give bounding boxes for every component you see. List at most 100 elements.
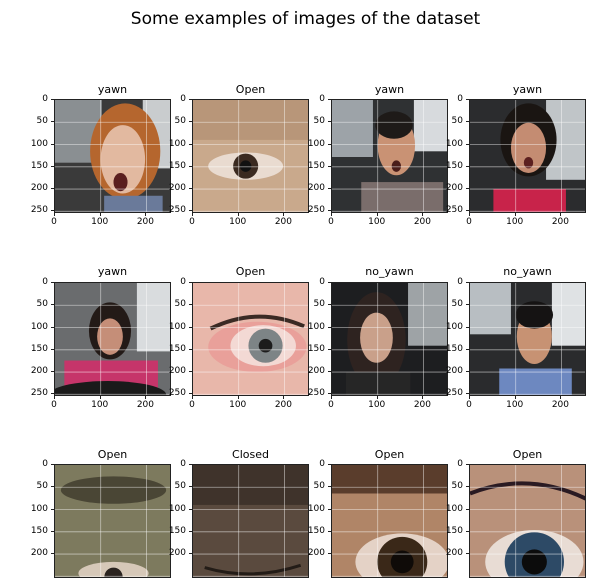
y-tick-label: 0 — [319, 459, 325, 469]
y-tick-label: 50 — [36, 116, 48, 127]
x-tick-mark — [192, 213, 193, 216]
y-tick-label: 200 — [307, 366, 325, 377]
x-tick-label: 0 — [466, 400, 472, 410]
y-tick-mark — [328, 326, 331, 328]
y-tick-label: 100 — [30, 503, 48, 514]
y-tick-mark — [328, 165, 331, 167]
y-tick-mark — [466, 464, 469, 465]
y-tick-label: 50 — [313, 481, 325, 492]
x-tick-mark — [376, 213, 378, 216]
x-tick-mark — [514, 396, 516, 399]
y-tick-label: 250 — [307, 205, 325, 216]
y-tick-mark — [189, 304, 192, 306]
y-tick-mark — [189, 530, 192, 532]
y-tick-mark — [51, 165, 54, 167]
y-tick-label: 200 — [168, 183, 186, 194]
y-tick-label: 100 — [168, 321, 186, 332]
y-tick-mark — [189, 326, 192, 328]
subplot-title: Open — [235, 83, 266, 96]
y-tick-label: 100 — [445, 321, 463, 332]
y-tick-mark — [466, 188, 469, 190]
y-tick-mark — [51, 121, 54, 123]
y-tick-label: 100 — [168, 138, 186, 149]
y-tick-mark — [466, 348, 469, 350]
y-tick-mark — [328, 99, 331, 100]
y-tick-label: 0 — [42, 277, 48, 287]
y-tick-mark — [51, 282, 54, 283]
y-tick-mark — [328, 371, 331, 373]
y-tick-mark — [466, 326, 469, 328]
y-tick-mark — [51, 304, 54, 306]
x-tick-mark — [99, 396, 101, 399]
y-tick-mark — [466, 99, 469, 100]
y-tick-label: 50 — [313, 299, 325, 310]
y-tick-mark — [51, 143, 54, 145]
x-tick-label: 200 — [136, 400, 154, 410]
y-tick-mark — [328, 553, 331, 555]
y-tick-mark — [466, 165, 469, 167]
y-tick-mark — [466, 304, 469, 306]
y-tick-label: 0 — [42, 94, 48, 104]
x-tick-mark — [560, 213, 562, 216]
y-tick-mark — [189, 393, 192, 395]
y-tick-label: 200 — [30, 183, 48, 194]
y-tick-label: 0 — [180, 277, 186, 287]
y-tick-mark — [51, 508, 54, 510]
y-tick-label: 200 — [445, 548, 463, 559]
x-tick-label: 0 — [51, 400, 57, 410]
y-tick-label: 200 — [307, 548, 325, 559]
y-tick-label: 200 — [168, 366, 186, 377]
y-tick-label: 50 — [451, 116, 463, 127]
subplot-title: Closed — [232, 448, 269, 461]
y-tick-mark — [328, 121, 331, 123]
x-tick-mark — [331, 213, 332, 216]
y-tick-label: 150 — [307, 525, 325, 536]
x-tick-mark — [283, 213, 285, 216]
x-tick-mark — [237, 213, 239, 216]
y-tick-mark — [328, 393, 331, 395]
y-tick-mark — [466, 553, 469, 555]
y-tick-mark — [189, 188, 192, 190]
subplot-image-axes — [192, 99, 309, 213]
x-tick-mark — [192, 396, 193, 399]
y-tick-label: 0 — [319, 94, 325, 104]
y-tick-label: 100 — [445, 503, 463, 514]
y-tick-mark — [328, 188, 331, 190]
y-tick-label: 50 — [36, 299, 48, 310]
subplot-title: no_yawn — [365, 265, 414, 278]
dataset-image — [332, 100, 447, 212]
y-tick-label: 0 — [180, 94, 186, 104]
y-tick-label: 200 — [307, 183, 325, 194]
y-tick-mark — [189, 486, 192, 488]
y-tick-label: 50 — [451, 481, 463, 492]
x-tick-label: 200 — [413, 400, 431, 410]
x-tick-label: 0 — [189, 400, 195, 410]
dataset-image — [55, 465, 170, 577]
dataset-image — [470, 465, 585, 577]
y-tick-label: 150 — [307, 343, 325, 354]
dataset-image — [332, 465, 447, 577]
x-tick-mark — [514, 213, 516, 216]
y-tick-label: 0 — [457, 459, 463, 469]
subplot-image-axes — [54, 282, 171, 396]
y-tick-mark — [51, 348, 54, 350]
x-tick-label: 100 — [506, 400, 524, 410]
dataset-image — [55, 283, 170, 395]
x-tick-mark — [560, 396, 562, 399]
y-tick-label: 200 — [30, 366, 48, 377]
y-tick-mark — [51, 486, 54, 488]
subplot-title: Open — [374, 448, 405, 461]
y-tick-mark — [189, 553, 192, 555]
y-tick-mark — [466, 393, 469, 395]
subplot-title: yawn — [512, 83, 543, 96]
y-tick-label: 50 — [313, 116, 325, 127]
subplot-image-axes — [331, 282, 448, 396]
subplot-image-axes — [469, 282, 586, 396]
y-tick-label: 150 — [168, 343, 186, 354]
y-tick-mark — [328, 486, 331, 488]
y-tick-mark — [328, 530, 331, 532]
x-tick-mark — [145, 213, 147, 216]
x-tick-label: 100 — [368, 217, 386, 227]
x-tick-mark — [469, 213, 470, 216]
y-tick-mark — [328, 508, 331, 510]
